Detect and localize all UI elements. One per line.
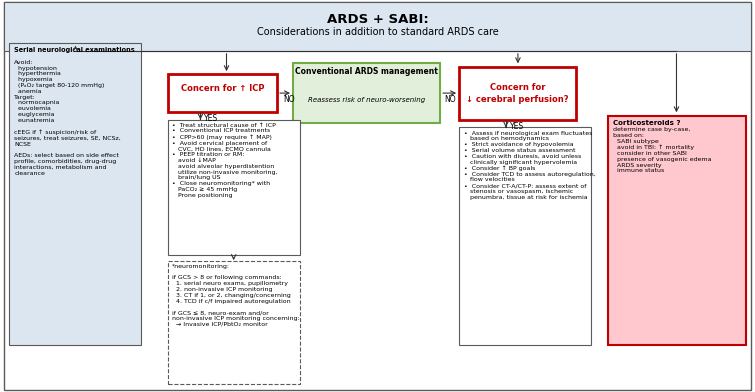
Text: Conventional ARDS management: Conventional ARDS management — [295, 67, 438, 76]
Text: Corticosteroids ?: Corticosteroids ? — [613, 120, 680, 125]
Text: ARDS + SABI:: ARDS + SABI: — [327, 13, 428, 25]
Text: Reassess risk of neuro-worsening: Reassess risk of neuro-worsening — [308, 97, 425, 103]
FancyBboxPatch shape — [4, 2, 751, 51]
FancyBboxPatch shape — [168, 261, 300, 384]
FancyBboxPatch shape — [293, 63, 440, 123]
Text: determine case by-case,
based on:
  SABI subtype
  avoid in TBI: ↑ mortality
  c: determine case by-case, based on: SABI s… — [613, 127, 711, 174]
FancyBboxPatch shape — [168, 74, 277, 112]
Text: *neuromonitoring:

if GCS > 8 or following commands:
  1. serial neuro exams, pu: *neuromonitoring: if GCS > 8 or followin… — [172, 264, 300, 327]
Text: NO: NO — [445, 95, 456, 104]
Text: •  Assess if neurological exam fluctuates
   based on hemodynamics
•  Strict avo: • Assess if neurological exam fluctuates… — [464, 131, 596, 200]
Text: Concern for ↑ ICP: Concern for ↑ ICP — [180, 84, 264, 93]
Text: Considerations in addition to standard ARDS care: Considerations in addition to standard A… — [257, 27, 498, 37]
FancyBboxPatch shape — [9, 43, 141, 345]
Text: ↓ cerebral perfusion?: ↓ cerebral perfusion? — [467, 95, 569, 104]
Text: Avoid:
  hypotension
  hyperthermia
  hypoxemia
  (PₐO₂ target 80-120 mmHg)
  an: Avoid: hypotension hyperthermia hypoxemi… — [14, 54, 121, 176]
Text: YES: YES — [510, 122, 524, 131]
FancyBboxPatch shape — [168, 120, 300, 255]
Text: Serial neurological examinations: Serial neurological examinations — [14, 47, 135, 53]
FancyBboxPatch shape — [459, 67, 576, 120]
Text: Concern for: Concern for — [490, 83, 545, 92]
FancyBboxPatch shape — [459, 127, 591, 345]
Text: NO: NO — [283, 95, 294, 104]
Text: YES: YES — [204, 114, 218, 123]
Text: •  Treat structural cause of ↑ ICP
•  Conventional ICP treatments
•  CPP>60 (may: • Treat structural cause of ↑ ICP • Conv… — [172, 123, 278, 198]
FancyBboxPatch shape — [608, 116, 746, 345]
